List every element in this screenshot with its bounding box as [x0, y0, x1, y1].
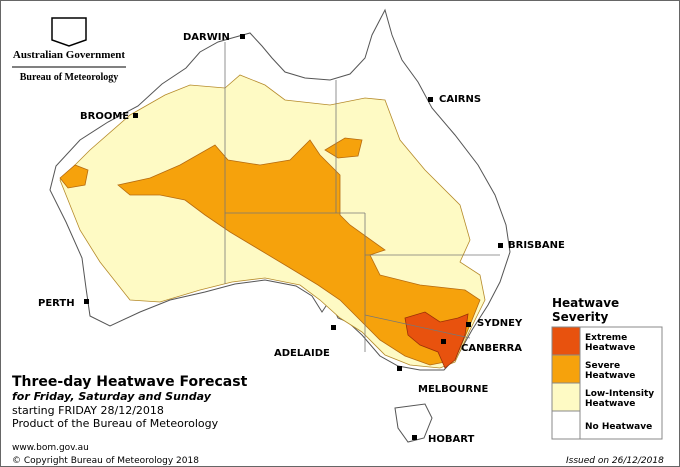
city-marker: [466, 322, 471, 327]
legend-label: Heatwave: [585, 371, 635, 381]
logo-line1: Australian Government: [13, 49, 125, 61]
product: Product of the Bureau of Meteorology: [12, 417, 219, 430]
city-label: DARWIN: [183, 32, 230, 43]
legend-label: Heatwave: [585, 343, 635, 353]
legend: HeatwaveSeverityExtremeHeatwaveSevereHea…: [551, 296, 663, 440]
legend-title: Severity: [552, 310, 609, 324]
legend-swatch: [551, 410, 581, 440]
city-marker: [412, 435, 417, 440]
legend-label: Low-Intensity: [585, 389, 654, 399]
legend-swatch: [551, 382, 581, 412]
copyright: © Copyright Bureau of Meteorology 2018: [12, 456, 199, 466]
severe-zone: [59, 164, 89, 189]
legend-label: Extreme: [585, 333, 627, 343]
tasmania: [394, 403, 433, 443]
city-label: PERTH: [38, 298, 75, 309]
website: www.bom.gov.au: [12, 443, 89, 453]
city-marker: [428, 97, 433, 102]
legend-label: Heatwave: [585, 399, 635, 409]
extreme-zone: [404, 311, 469, 369]
city-marker: [133, 113, 138, 118]
legend-box: [551, 326, 663, 440]
cities: DARWIN CAIRNS BROOME BRISBANE PERTH SYDN…: [38, 32, 565, 445]
legend-swatch: [551, 354, 581, 384]
starting: starting FRIDAY 28/12/2018: [12, 404, 164, 417]
issued: Issued on 26/12/2018: [566, 456, 664, 466]
city-label: ADELAIDE: [274, 348, 330, 359]
city-label: BRISBANE: [508, 240, 565, 251]
city-marker: [397, 366, 402, 371]
city-marker: [498, 243, 503, 248]
logo: Australian Government Bureau of Meteorol…: [12, 17, 126, 83]
city-marker: [331, 325, 336, 330]
subtitle: for Friday, Saturday and Sunday: [12, 390, 212, 403]
city-label: HOBART: [428, 434, 474, 445]
city-marker: [441, 339, 446, 344]
city-marker: [84, 299, 89, 304]
legend-swatch: [551, 326, 581, 356]
city-label: BROOME: [80, 111, 129, 122]
city-marker: [240, 34, 245, 39]
city-label: CAIRNS: [439, 94, 481, 105]
legend-label: No Heatwave: [585, 422, 652, 432]
city-label: CANBERRA: [461, 343, 522, 354]
legend-title: Heatwave: [552, 296, 619, 310]
logo-line2: Bureau of Meteorology: [20, 72, 119, 83]
city-label: MELBOURNE: [418, 384, 488, 395]
legend-label: Severe: [585, 361, 620, 371]
severe-zone: [117, 139, 481, 366]
title: Three-day Heatwave Forecast: [12, 374, 248, 390]
city-label: SYDNEY: [477, 318, 523, 329]
state-borders: [224, 42, 500, 352]
